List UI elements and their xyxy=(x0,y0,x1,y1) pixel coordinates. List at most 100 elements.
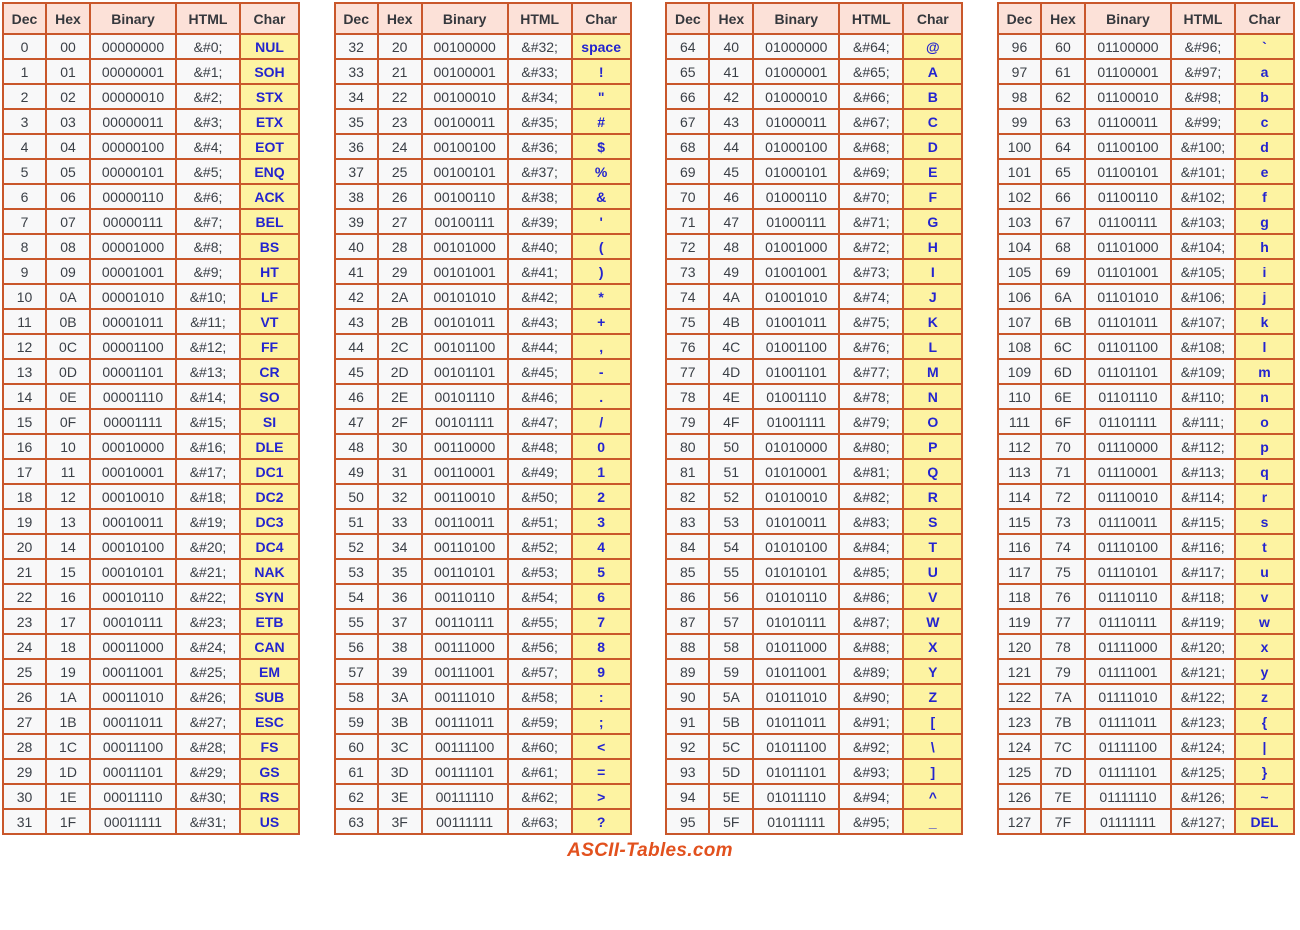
cell-binary: 01000110 xyxy=(752,183,841,210)
cell-char: ` xyxy=(1233,33,1295,60)
cell-binary: 01001001 xyxy=(752,258,841,285)
cell-binary: 01101000 xyxy=(1083,233,1172,260)
cell-char: { xyxy=(1233,708,1295,735)
cell-dec: 18 xyxy=(2,483,47,510)
cell-html: &#80; xyxy=(838,433,905,460)
ascii-table-96-127: Dec Hex Binary HTML Char 96 60 01100000 &#96; ` 97… xyxy=(996,2,1295,835)
cell-html: &#25; xyxy=(175,658,241,685)
cell-dec: 59 xyxy=(333,708,379,735)
cell-hex: 7C xyxy=(1039,733,1086,760)
table-row: 86 56 01010110 &#86; V xyxy=(665,583,964,610)
cell-binary: 00110101 xyxy=(420,558,509,585)
cell-char: : xyxy=(570,683,632,710)
cell-char: < xyxy=(570,733,632,760)
cell-dec: 75 xyxy=(665,308,711,335)
cell-dec: 85 xyxy=(665,558,711,585)
cell-html: &#5; xyxy=(175,158,241,185)
cell-binary: 01000001 xyxy=(752,58,841,85)
cell-hex: 7D xyxy=(1039,758,1086,785)
cell-hex: 71 xyxy=(1039,458,1086,485)
cell-binary: 00110100 xyxy=(420,533,509,560)
cell-hex: 46 xyxy=(708,183,755,210)
cell-hex: 3E xyxy=(376,783,423,810)
cell-dec: 72 xyxy=(665,233,711,260)
cell-dec: 34 xyxy=(333,83,379,110)
cell-binary: 00011110 xyxy=(89,783,177,810)
table-row: 53 35 00110101 &#53; 5 xyxy=(333,558,632,585)
table-row: 120 78 01111000 &#120; x xyxy=(996,633,1295,660)
cell-dec: 29 xyxy=(2,758,47,785)
cell-html: &#14; xyxy=(175,383,241,410)
cell-hex: 6D xyxy=(1039,358,1086,385)
table-row: 22 16 00010110 &#22; SYN xyxy=(2,583,300,610)
cell-dec: 15 xyxy=(2,408,47,435)
table-row: 24 18 00011000 &#24; CAN xyxy=(2,633,300,660)
cell-binary: 01001011 xyxy=(752,308,841,335)
cell-hex: 1D xyxy=(45,758,91,785)
cell-binary: 01000000 xyxy=(752,33,841,60)
cell-dec: 109 xyxy=(996,358,1042,385)
cell-dec: 6 xyxy=(2,183,47,210)
table-row: 36 24 00100100 &#36; $ xyxy=(333,133,632,160)
cell-hex: 33 xyxy=(376,508,423,535)
table-row: 38 26 00100110 &#38; & xyxy=(333,183,632,210)
table-row: 3 03 00000011 &#3; ETX xyxy=(2,108,300,135)
cell-hex: 48 xyxy=(708,233,755,260)
cell-char: NAK xyxy=(239,558,300,585)
cell-binary: 00000110 xyxy=(89,183,177,210)
cell-dec: 50 xyxy=(333,483,379,510)
cell-dec: 62 xyxy=(333,783,379,810)
table-row: 33 21 00100001 &#33;! xyxy=(333,58,632,85)
cell-binary: 00001001 xyxy=(89,258,177,285)
cell-html: &#93; xyxy=(838,758,905,785)
cell-dec: 58 xyxy=(333,683,379,710)
cell-hex: 3D xyxy=(376,758,423,785)
cell-html: &#40; xyxy=(506,233,573,260)
table-row: 89 59 01011001 &#89; Y xyxy=(665,658,964,685)
cell-dec: 30 xyxy=(2,783,47,810)
cell-html: &#96; xyxy=(1169,33,1236,60)
cell-binary: 00001100 xyxy=(89,333,177,360)
cell-html: &#104; xyxy=(1169,233,1236,260)
table-row: 68 44 01000100 &#68; D xyxy=(665,133,964,160)
cell-char: ? xyxy=(570,808,632,835)
table-row: 5 05 00000101 &#5; ENQ xyxy=(2,158,300,185)
table-row: 60 3C 00111100 &#60; < xyxy=(333,733,632,760)
cell-dec: 10 xyxy=(2,283,47,310)
cell-html: &#112; xyxy=(1169,433,1236,460)
cell-dec: 113 xyxy=(996,458,1042,485)
cell-hex: 62 xyxy=(1039,83,1086,110)
cell-hex: 5E xyxy=(708,783,755,810)
cell-binary: 00110110 xyxy=(420,583,509,610)
cell-hex: 56 xyxy=(708,583,755,610)
cell-char: VT xyxy=(239,308,300,335)
cell-hex: 15 xyxy=(45,558,91,585)
cell-html: &#71; xyxy=(838,208,905,235)
cell-binary: 00011101 xyxy=(89,758,177,785)
cell-binary: 01011100 xyxy=(752,733,841,760)
cell-hex: 0F xyxy=(45,408,91,435)
cell-hex: 52 xyxy=(708,483,755,510)
table-row: 84 54 01010100 &#84; T xyxy=(665,533,964,560)
cell-binary: 00000000 xyxy=(89,33,177,60)
cell-hex: 37 xyxy=(376,608,423,635)
cell-hex: 6E xyxy=(1039,383,1086,410)
cell-binary: 00001000 xyxy=(89,233,177,260)
cell-html: &#46; xyxy=(506,383,573,410)
cell-html: &#85; xyxy=(838,558,905,585)
cell-char: s xyxy=(1233,508,1295,535)
table-row: 37 25 00100101 &#37;% xyxy=(333,158,632,185)
site-brand-link[interactable]: ASCII-Tables.com xyxy=(567,840,733,861)
table-row: 51 33 00110011 &#51; 3 xyxy=(333,508,632,535)
cell-dec: 41 xyxy=(333,258,379,285)
cell-binary: 01101101 xyxy=(1083,358,1172,385)
table-row: 10 0A 00001010 &#10; LF xyxy=(2,283,300,310)
cell-html: &#26; xyxy=(175,683,241,710)
cell-char: ACK xyxy=(239,183,300,210)
cell-html: &#116; xyxy=(1169,533,1236,560)
cell-html: &#94; xyxy=(838,783,905,810)
cell-dec: 42 xyxy=(333,283,379,310)
table-row: 82 52 01010010 &#82; R xyxy=(665,483,964,510)
cell-char: # xyxy=(570,108,632,135)
cell-dec: 38 xyxy=(333,183,379,210)
